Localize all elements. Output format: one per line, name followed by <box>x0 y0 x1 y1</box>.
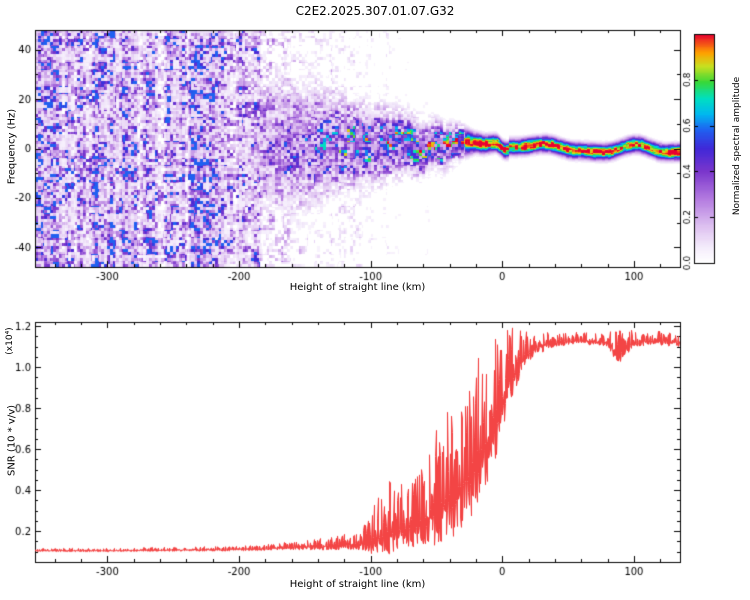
snr-xlabel: Height of straight line (km) <box>289 579 426 590</box>
chart-title: C2E2.2025.307.01.07.G32 <box>295 4 455 18</box>
snr-axis-multiplier: (x10⁴) <box>5 327 15 355</box>
colorbar-label: Normalized spectral amplitude <box>732 76 742 216</box>
spectrogram-ylabel: Frequency (Hz) <box>6 108 18 185</box>
snr-ylabel: SNR (10 * v/v) <box>6 404 18 477</box>
spectrogram-xlabel: Height of straight line (km) <box>289 282 426 293</box>
